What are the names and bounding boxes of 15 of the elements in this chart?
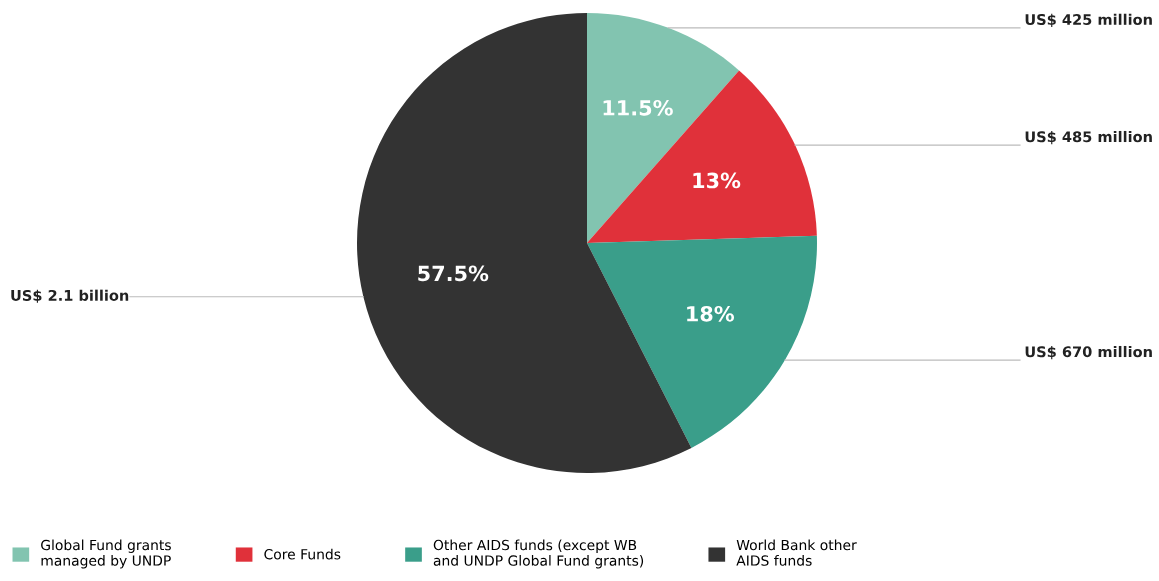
data-label: 13% bbox=[693, 172, 741, 189]
legend-label: Other AIDS funds (except WB and UNDP Global Fund grants) bbox=[433, 539, 644, 569]
legend-label: Core Funds bbox=[264, 548, 341, 560]
text: US$ 425 million bbox=[1025, 13, 1152, 27]
text: US$ 670 million bbox=[1025, 345, 1152, 360]
text: US$ 2.1 billion bbox=[11, 289, 129, 303]
text: US$ 485 million bbox=[1025, 130, 1152, 145]
pie-slice bbox=[587, 235, 817, 448]
legend-label: World Bank other AIDS funds bbox=[736, 539, 857, 566]
data-label: 57.5% bbox=[418, 265, 489, 282]
pie-slice bbox=[587, 13, 740, 243]
pie-slice bbox=[587, 70, 817, 243]
data-label: 11.5% bbox=[603, 99, 673, 116]
data-label: 18% bbox=[687, 305, 735, 322]
legend-label: Global Fund grants managed by UNDP bbox=[41, 539, 171, 569]
